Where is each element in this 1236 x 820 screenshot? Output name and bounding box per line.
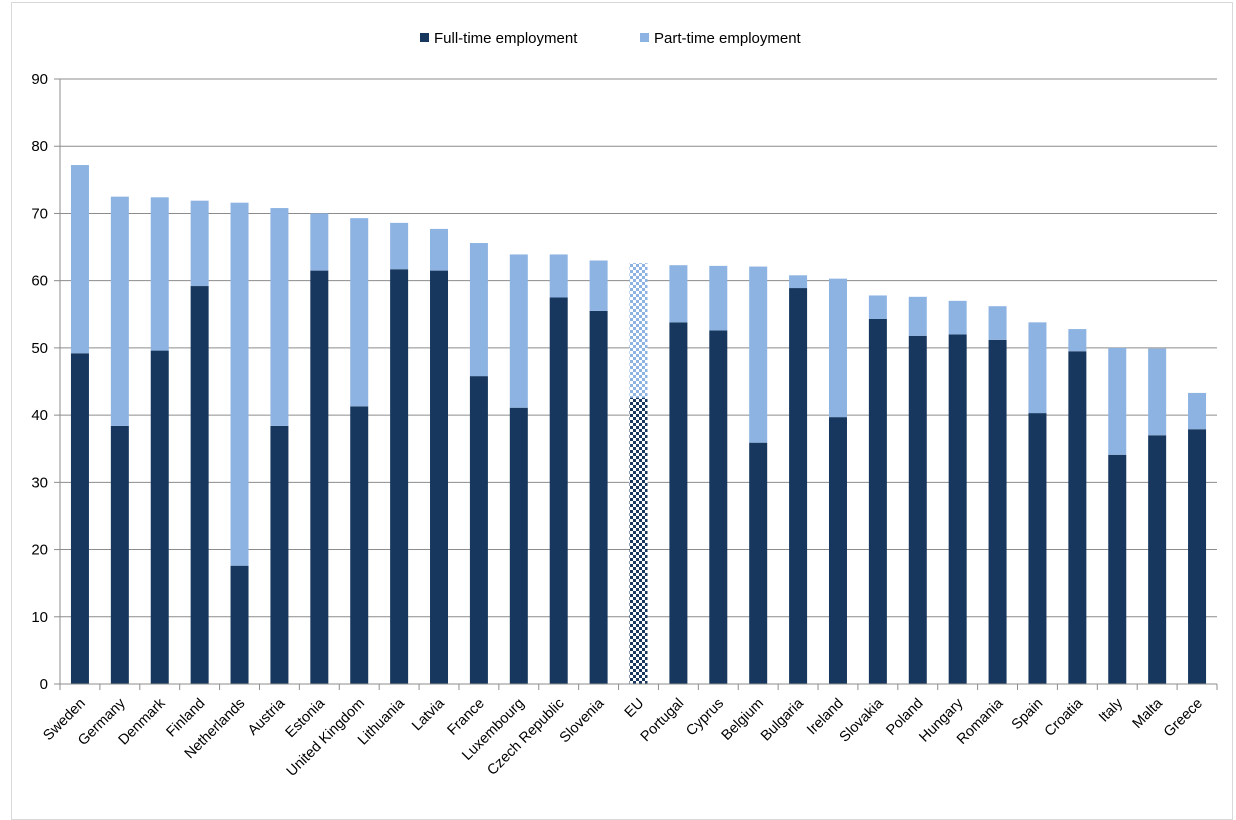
legend-label-part-time: Part-time employment [654,30,802,47]
legend-swatch-full-time [420,33,429,42]
bar-belgium-full-time [749,442,768,684]
x-tick-label: Greece [1161,696,1206,741]
bar-portugal-full-time [669,322,688,684]
bar-lithuania-full-time [390,269,409,684]
bar-croatia-full-time [1068,351,1087,684]
bar-italy-part-time [1108,347,1127,455]
y-tick-label: 90 [31,71,48,88]
bar-cyprus-part-time [709,265,728,331]
x-tick-label: Portugal [638,696,688,746]
bar-spain-part-time [1028,322,1047,414]
bar-latvia-full-time [430,270,449,684]
bar-italy-full-time [1108,454,1127,684]
legend-item-part-time: Part-time employment [640,30,802,47]
bar-slovakia-part-time [868,295,887,319]
x-tick-label: Malta [1130,695,1167,732]
bar-luxembourg-part-time [509,254,528,408]
bar-eu-part-time [629,263,648,398]
bar-spain-full-time [1028,413,1047,684]
y-tick-label: 50 [31,340,48,357]
y-tick-label: 10 [31,609,48,626]
bar-slovakia-full-time [868,318,887,684]
x-tick-label: Latvia [409,695,448,734]
bar-slovenia-part-time [589,260,608,311]
bar-austria-full-time [270,425,289,684]
bar-germany-full-time [110,425,129,684]
y-tick-label: 70 [31,205,48,222]
bar-luxembourg-full-time [509,407,528,684]
y-tick-label: 20 [31,542,48,559]
bar-cyprus-full-time [709,330,728,684]
bar-united-kingdom-full-time [350,406,369,684]
bar-hungary-part-time [948,300,967,335]
bar-france-full-time [469,376,488,684]
bar-finland-part-time [190,200,209,287]
bar-austria-part-time [270,208,289,426]
gridlines [60,78,1217,618]
bar-romania-part-time [988,306,1007,340]
y-axis: 0 10 20 30 40 50 60 70 80 90 [31,71,61,693]
y-tick-label: 60 [31,273,48,290]
bar-germany-part-time [110,196,129,426]
bar-netherlands-full-time [230,565,249,684]
x-tick-label: EU [622,696,648,722]
bar-estonia-full-time [310,270,329,684]
bar-eu-full-time [629,397,648,684]
bar-greece-part-time [1188,392,1207,430]
y-tick-label: 0 [40,676,48,693]
x-axis: SwedenGermanyDenmarkFinlandNetherlandsAu… [40,683,1218,780]
bar-lithuania-part-time [390,222,409,270]
bar-ireland-part-time [828,278,847,418]
bar-romania-full-time [988,339,1007,684]
legend-swatch-part-time [640,33,649,42]
x-tick-label: Belgium [719,696,767,744]
bar-czech-republic-full-time [549,297,568,684]
x-tick-label: Spain [1009,696,1047,734]
bar-finland-full-time [190,286,209,684]
bar-belgium-part-time [749,266,768,443]
bar-sweden-full-time [70,353,89,684]
bar-netherlands-part-time [230,202,249,566]
bar-malta-part-time [1148,348,1167,436]
bar-bulgaria-part-time [789,275,808,289]
bar-czech-republic-part-time [549,254,568,298]
bar-poland-part-time [908,296,927,336]
bar-ireland-full-time [828,417,847,684]
bars [70,165,1207,684]
bar-greece-full-time [1188,429,1207,684]
bar-croatia-part-time [1068,329,1087,352]
y-tick-label: 30 [31,474,48,491]
bar-united-kingdom-part-time [350,218,369,407]
bar-poland-full-time [908,335,927,684]
bar-latvia-part-time [430,228,449,271]
bar-hungary-full-time [948,334,967,684]
x-tick-label: Slovenia [557,695,608,746]
bar-france-part-time [469,243,488,377]
x-tick-label: Bulgaria [758,695,808,745]
y-tick-label: 40 [31,407,48,424]
bar-sweden-part-time [70,165,89,354]
x-tick-label: Austria [245,695,289,739]
bar-denmark-full-time [150,350,169,684]
legend-label-full-time: Full-time employment [434,30,578,47]
y-tick-label: 80 [31,138,48,155]
bar-bulgaria-full-time [789,288,808,684]
bar-denmark-part-time [150,197,169,351]
bar-portugal-part-time [669,265,688,323]
bar-slovenia-full-time [589,310,608,684]
x-tick-label: Slovakia [837,695,888,746]
bar-malta-full-time [1148,435,1167,684]
x-tick-label: Croatia [1042,695,1087,740]
bar-estonia-part-time [310,213,329,271]
legend-item-full-time: Full-time employment [420,30,578,47]
legend: Full-time employment Part-time employment [420,30,802,47]
x-tick-label: Italy [1096,695,1127,726]
